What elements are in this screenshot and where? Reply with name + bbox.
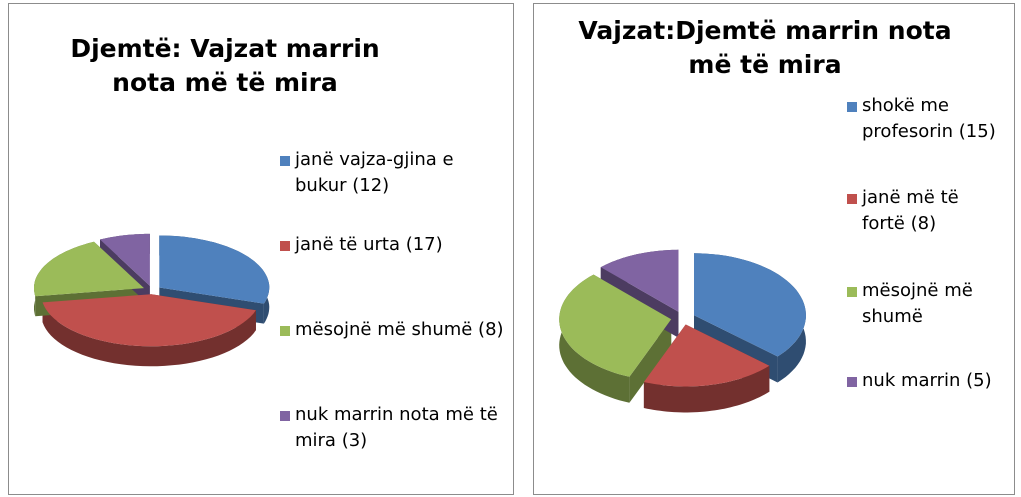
slice <box>34 241 144 297</box>
legend-label: janë vajza-gjina e bukur (12) <box>280 147 510 199</box>
chart-title: Djemtë: Vajzat marrin nota më të mira <box>70 34 380 97</box>
legend-swatch <box>847 287 857 297</box>
legend-swatch <box>280 156 290 166</box>
legend-label: janë të urta (17) <box>280 232 510 258</box>
slice-side <box>42 302 256 367</box>
slice <box>100 233 150 286</box>
slice <box>600 249 679 312</box>
slice <box>159 235 270 304</box>
legend-label: janë më të fortë (8) <box>847 185 1007 237</box>
legend-label: mësojnë më shumë <box>847 278 1007 330</box>
legend-label: nuk marrin nota më të mira (3) <box>280 402 510 454</box>
legend-swatch <box>847 102 857 112</box>
slice-side <box>643 365 770 413</box>
slice <box>694 253 806 357</box>
legend-swatch <box>847 194 857 204</box>
chart-frame <box>8 3 514 495</box>
legend-swatch <box>280 411 290 421</box>
legend-swatch <box>847 377 857 387</box>
legend-label: shokë me profesorin (15) <box>847 93 1007 145</box>
legend-label: nuk marrin (5) <box>847 368 1007 394</box>
legend-label: mësojnë më shumë (8) <box>280 317 510 343</box>
chart-frame <box>533 3 1015 495</box>
slice <box>559 274 672 377</box>
slice <box>643 324 770 387</box>
legend-swatch <box>280 326 290 336</box>
legend-swatch <box>280 241 290 251</box>
slice-side <box>629 319 672 403</box>
chart-title: Vajzat:Djemtë marrin nota më të mira <box>578 16 952 79</box>
slice <box>42 294 256 347</box>
